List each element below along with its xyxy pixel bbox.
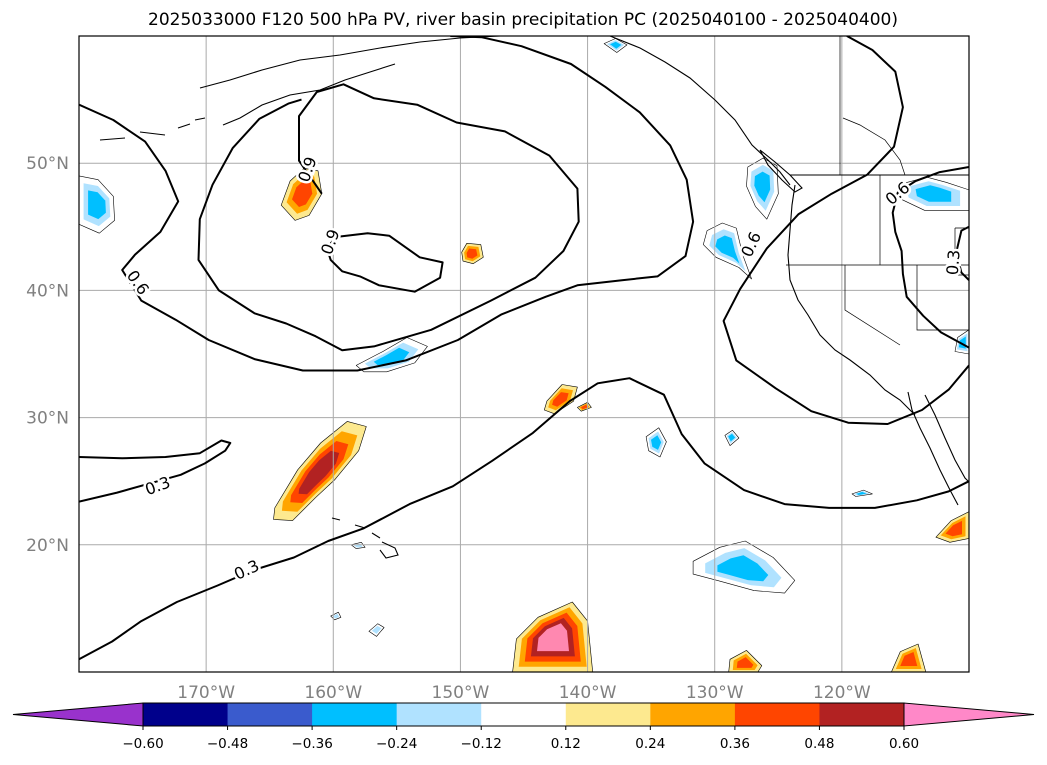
alaska-south-coast — [222, 63, 396, 126]
map-background — [79, 36, 969, 672]
precip-region-pos-1-level-2 — [292, 180, 313, 207]
x-tick-label: 120°W — [813, 683, 871, 703]
pv-contour-0.6 — [722, 36, 969, 425]
colorbar-segment — [143, 703, 229, 726]
precip-region-neg-16-level-2 — [717, 555, 769, 582]
map-panel: 0.90.90.60.60.60.30.30.3 — [78, 35, 970, 673]
precip-region-neg-12-level-2 — [728, 433, 736, 442]
chart-title: 2025033000 F120 500 hPa PV, river basin … — [148, 10, 898, 30]
colorbar-tick-label: −0.48 — [207, 736, 248, 752]
colorbar-extend-over — [903, 702, 1035, 727]
gridlines — [79, 36, 969, 672]
x-tick-label: 140°W — [559, 683, 617, 703]
canada-province-border — [839, 36, 906, 176]
y-tick-label: 50°N — [26, 154, 69, 174]
x-tick-label: 170°W — [177, 683, 235, 703]
pv-contour-0.6 — [891, 166, 969, 349]
precip-region-neg-18-level-1 — [371, 625, 382, 634]
y-tick-label: 30°N — [26, 409, 69, 429]
pv-contour-0.3 — [79, 377, 969, 661]
precip-region-pos-20-level-4 — [537, 623, 569, 652]
precip-region-pos-9-level-2 — [552, 392, 569, 407]
bc-coastline — [609, 36, 791, 186]
colorbar-tick-label: −0.36 — [291, 736, 332, 752]
precip-region-neg-4-level-2 — [610, 41, 622, 49]
colorbar-segment — [734, 703, 820, 726]
colorbar-segment — [565, 703, 651, 726]
precip-region-neg-7-level-2 — [915, 185, 952, 202]
axis-tick-labels: 170°W 160°W 150°W 140°W 130°W 120°W 20°N 30°N 40… — [26, 154, 871, 703]
alaska-coastline — [199, 36, 501, 89]
pv-contour-0.9 — [197, 83, 580, 352]
colorbar-frame — [142, 702, 905, 727]
colorbar: −0.60 −0.48 −0.36 −0.24 −0.12 0.12 0.24 0.36 0.4… — [12, 702, 1035, 752]
colorbar-tick-label: 0.36 — [720, 736, 750, 752]
precip-region-pos-10-level-2 — [580, 404, 588, 410]
colorbar-segment — [227, 703, 313, 726]
mexico-coast — [924, 394, 969, 483]
precip-region-pos-2-level-2 — [466, 248, 478, 259]
colorbar-tick-label: 0.48 — [804, 736, 834, 752]
us-west-coast — [787, 184, 916, 416]
colorbar-segment — [312, 703, 398, 726]
colorbar-tick-label: −0.24 — [376, 736, 417, 752]
precip-region-pos-21-level-2 — [736, 657, 754, 668]
pv-contour-0.6 — [79, 36, 695, 372]
precip-region-pos-22-level-2 — [900, 652, 918, 666]
precip-region-neg-14-level-2 — [856, 491, 867, 495]
colorbar-extend-under — [12, 702, 144, 727]
state-borders — [786, 60, 969, 346]
precip-fill-layer — [79, 38, 969, 672]
x-tick-label: 130°W — [686, 683, 744, 703]
precip-region-pos-15-level-2 — [945, 520, 962, 537]
colorbar-segment — [481, 703, 567, 726]
colorbar-tick-label: −0.60 — [122, 736, 163, 752]
y-tick-label: 40°N — [26, 281, 69, 301]
colorbar-tick-label: 0.60 — [889, 736, 919, 752]
pv-contour-0.3 — [955, 225, 969, 281]
x-tick-label: 150°W — [432, 683, 490, 703]
pv-contour-layer — [79, 36, 969, 661]
precip-region-neg-19-level-1 — [332, 613, 340, 619]
colorbar-tick-label: 0.12 — [551, 736, 581, 752]
precip-region-neg-0-level-2 — [88, 190, 106, 220]
pv-contour-0.3 — [79, 439, 232, 503]
colorbar-segment — [650, 703, 736, 726]
pv-contour-0.9 — [325, 232, 444, 293]
colorbar-tick-label: −0.12 — [461, 736, 502, 752]
vancouver-island — [759, 149, 803, 193]
hawaii-islands — [331, 517, 399, 559]
colorbar-segment — [819, 703, 905, 726]
colorbar-tick-label: 0.24 — [635, 736, 665, 752]
map-frame — [78, 35, 970, 673]
precip-region-neg-6-level-2 — [715, 235, 740, 264]
colorbar-segment — [396, 703, 482, 726]
contour-label: 0.3 — [943, 249, 964, 276]
precip-region-neg-11-level-2 — [651, 435, 662, 450]
x-tick-label: 160°W — [304, 683, 362, 703]
y-tick-label: 20°N — [26, 536, 69, 556]
precip-region-pos-13-level-3 — [298, 450, 340, 495]
aleutian-islands — [99, 117, 206, 141]
precip-region-neg-5-level-2 — [754, 171, 771, 203]
